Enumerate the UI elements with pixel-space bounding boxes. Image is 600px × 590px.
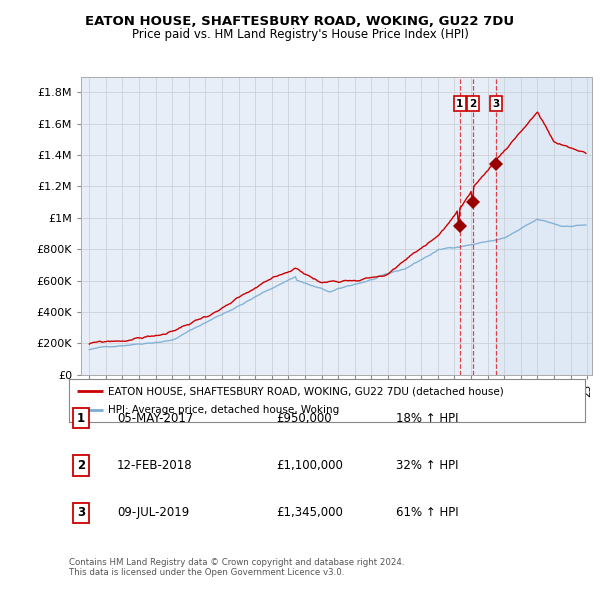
Text: EATON HOUSE, SHAFTESBURY ROAD, WOKING, GU22 7DU: EATON HOUSE, SHAFTESBURY ROAD, WOKING, G… bbox=[85, 15, 515, 28]
Text: 05-MAY-2017: 05-MAY-2017 bbox=[117, 412, 193, 425]
Text: 1: 1 bbox=[456, 99, 464, 109]
Text: Contains HM Land Registry data © Crown copyright and database right 2024.
This d: Contains HM Land Registry data © Crown c… bbox=[69, 558, 404, 577]
Text: 61% ↑ HPI: 61% ↑ HPI bbox=[396, 506, 458, 519]
Text: 2: 2 bbox=[77, 459, 85, 472]
Text: £1,345,000: £1,345,000 bbox=[276, 506, 343, 519]
Text: 2: 2 bbox=[469, 99, 476, 109]
Text: HPI: Average price, detached house, Woking: HPI: Average price, detached house, Woki… bbox=[108, 405, 339, 415]
Text: 12-FEB-2018: 12-FEB-2018 bbox=[117, 459, 193, 472]
Text: £950,000: £950,000 bbox=[276, 412, 332, 425]
Text: EATON HOUSE, SHAFTESBURY ROAD, WOKING, GU22 7DU (detached house): EATON HOUSE, SHAFTESBURY ROAD, WOKING, G… bbox=[108, 386, 503, 396]
Text: 3: 3 bbox=[493, 99, 500, 109]
Text: 3: 3 bbox=[77, 506, 85, 519]
Text: Price paid vs. HM Land Registry's House Price Index (HPI): Price paid vs. HM Land Registry's House … bbox=[131, 28, 469, 41]
Text: 09-JUL-2019: 09-JUL-2019 bbox=[117, 506, 189, 519]
Text: £1,100,000: £1,100,000 bbox=[276, 459, 343, 472]
Text: 1: 1 bbox=[77, 412, 85, 425]
Text: 18% ↑ HPI: 18% ↑ HPI bbox=[396, 412, 458, 425]
Bar bbox=[496, 77, 600, 375]
Text: 32% ↑ HPI: 32% ↑ HPI bbox=[396, 459, 458, 472]
